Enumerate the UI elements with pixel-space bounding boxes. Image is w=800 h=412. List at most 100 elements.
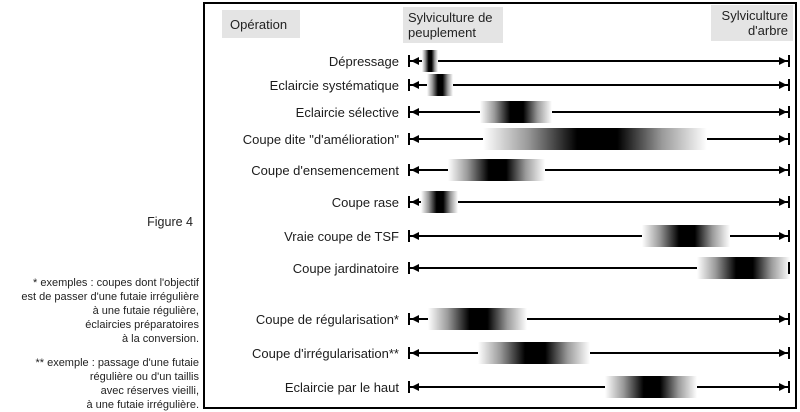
intensity-track <box>408 220 790 252</box>
intensity-blob <box>479 101 552 123</box>
intensity-blob <box>427 74 454 96</box>
row-label: Eclaircie par le haut <box>284 379 399 395</box>
right-arrow-icon <box>779 166 787 174</box>
row-label: Coupe d'irrégularisation** <box>251 345 399 361</box>
range-start-bar <box>408 55 410 67</box>
intensity-track <box>408 337 790 369</box>
range-end-bar <box>788 196 790 208</box>
row-label: Dépressage <box>328 53 399 69</box>
right-arrow-icon <box>779 108 787 116</box>
operation-row: Coupe d'irrégularisation** <box>205 337 795 369</box>
diagram-frame: Opération Sylviculture de peuplement Syl… <box>203 2 797 409</box>
right-arrow-icon <box>779 198 787 206</box>
right-arrow-icon <box>779 315 787 323</box>
intensity-track <box>408 96 790 128</box>
stand-silviculture-header: Sylviculture de peuplement <box>403 7 503 43</box>
left-arrow-icon <box>411 383 419 391</box>
range-start-bar <box>408 381 410 393</box>
right-arrow-icon <box>779 57 787 65</box>
intensity-track <box>408 371 790 403</box>
left-arrow-icon <box>411 57 419 65</box>
intensity-blob <box>448 159 546 181</box>
left-arrow-icon <box>411 349 419 357</box>
range-end-bar <box>788 164 790 176</box>
operation-row: Vraie coupe de TSF <box>205 220 795 252</box>
left-arrow-icon <box>411 166 419 174</box>
row-label: Coupe rase <box>331 194 399 210</box>
row-label: Coupe de régularisation* <box>255 311 399 327</box>
operation-row: Eclaircie sélective <box>205 96 795 128</box>
left-arrow-icon <box>411 198 419 206</box>
right-arrow-icon <box>779 349 787 357</box>
figure-label: Figure 4 <box>147 215 193 229</box>
left-arrow-icon <box>411 232 419 240</box>
range-end-bar <box>788 106 790 118</box>
operation-row: Coupe jardinatoire <box>205 252 795 284</box>
range-start-bar <box>408 133 410 145</box>
left-arrow-icon <box>411 264 419 272</box>
operation-column-header: Opération <box>222 10 300 38</box>
row-label: Eclaircie sélective <box>295 104 399 120</box>
track-line <box>409 60 789 62</box>
operation-row: Coupe rase <box>205 186 795 218</box>
left-arrow-icon <box>411 81 419 89</box>
intensity-track <box>408 303 790 335</box>
track-line <box>409 201 789 203</box>
range-end-bar <box>788 262 790 274</box>
intensity-blob <box>477 342 590 364</box>
operation-rows: Dépressage Eclaircie systématique Eclair… <box>205 4 795 407</box>
track-line <box>409 318 789 320</box>
operation-row: Eclaircie par le haut <box>205 371 795 403</box>
tree-silviculture-header: Sylviculture d'arbre <box>711 5 793 41</box>
row-label: Coupe jardinatoire <box>292 260 399 276</box>
intensity-blob <box>605 376 698 398</box>
footnote-asterisk: * exemples : coupes dont l'objectif est … <box>21 277 199 345</box>
range-end-bar <box>788 230 790 242</box>
intensity-blob <box>422 50 439 72</box>
intensity-blob <box>420 191 459 213</box>
right-arrow-icon <box>779 135 787 143</box>
left-arrow-icon <box>411 315 419 323</box>
intensity-track <box>408 186 790 218</box>
operation-row: Dépressage <box>205 45 795 77</box>
operation-row: Coupe dite "d'amélioration" <box>205 123 795 155</box>
left-margin: Figure 4 * exemples : coupes dont l'obje… <box>0 0 203 411</box>
footnote-double-asterisk: ** exemple : passage d'une futaie réguli… <box>35 357 199 411</box>
left-arrow-icon <box>411 135 419 143</box>
right-arrow-icon <box>779 383 787 391</box>
intensity-track <box>408 252 790 284</box>
range-start-bar <box>408 347 410 359</box>
intensity-track <box>408 154 790 186</box>
intensity-track <box>408 123 790 155</box>
intensity-track <box>408 69 790 101</box>
range-start-bar <box>408 106 410 118</box>
track-line <box>409 386 789 388</box>
track-line <box>409 84 789 86</box>
range-start-bar <box>408 262 410 274</box>
range-end-bar <box>788 79 790 91</box>
range-start-bar <box>408 196 410 208</box>
track-line <box>409 169 789 171</box>
operation-row: Eclaircie systématique <box>205 69 795 101</box>
operation-row: Coupe de régularisation* <box>205 303 795 335</box>
row-label: Coupe d'ensemencement <box>251 162 399 178</box>
range-start-bar <box>408 313 410 325</box>
intensity-blob <box>642 225 731 247</box>
range-end-bar <box>788 381 790 393</box>
intensity-track <box>408 45 790 77</box>
intensity-blob <box>482 128 707 150</box>
operation-row: Coupe d'ensemencement <box>205 154 795 186</box>
intensity-blob <box>427 308 527 330</box>
right-arrow-icon <box>779 232 787 240</box>
row-label: Vraie coupe de TSF <box>284 228 399 244</box>
left-arrow-icon <box>411 108 419 116</box>
range-end-bar <box>788 313 790 325</box>
track-line <box>409 267 789 269</box>
track-line <box>409 235 789 237</box>
intensity-blob <box>697 257 790 279</box>
range-end-bar <box>788 347 790 359</box>
row-label: Coupe dite "d'amélioration" <box>242 131 399 147</box>
range-end-bar <box>788 133 790 145</box>
range-start-bar <box>408 230 410 242</box>
